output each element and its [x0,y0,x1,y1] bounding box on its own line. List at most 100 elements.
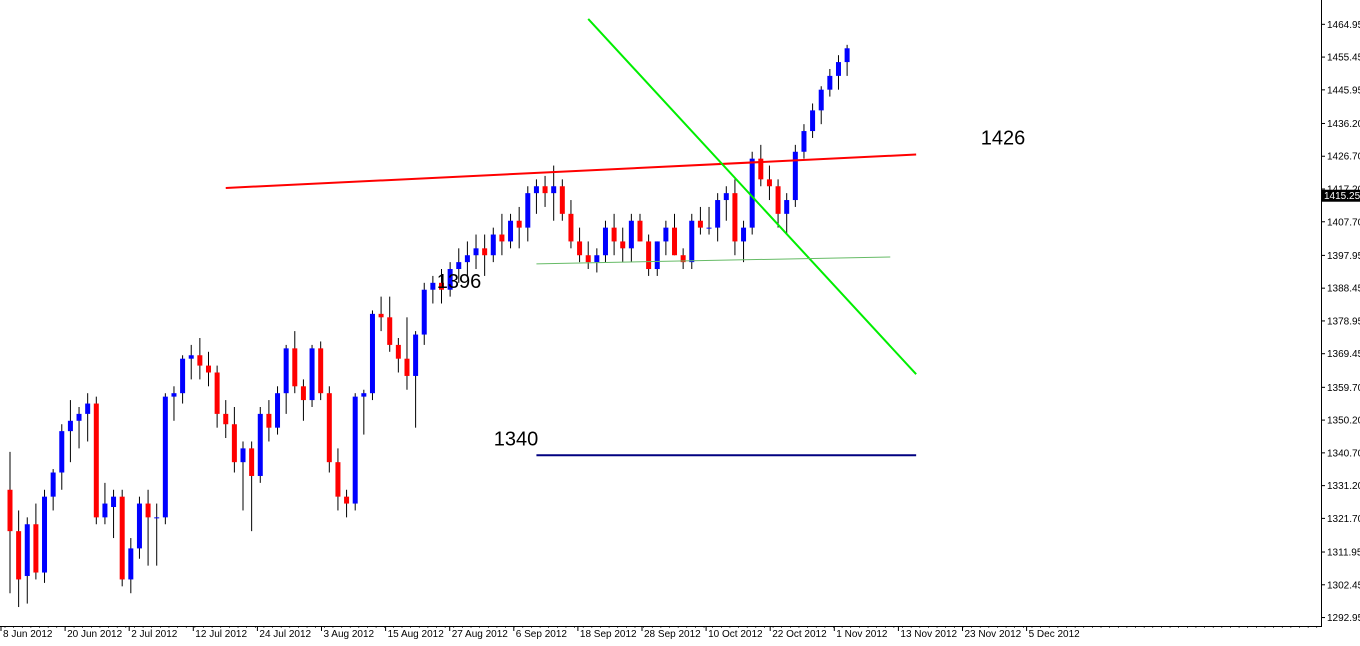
candle-bullish [749,151,755,235]
candle-bullish [171,386,177,421]
candle-bullish [689,213,695,270]
candle-bearish [145,489,151,566]
candle-bullish [706,206,712,235]
price-tick-label: 1388.45 [1327,284,1360,295]
candle-body [508,220,514,242]
candle-body [637,220,643,242]
candle-bullish [85,393,91,442]
candle-body [171,393,177,397]
candle-body [551,186,557,194]
mid-level-line [536,256,891,265]
annotation-1426: 1426 [981,128,1026,150]
candle-body [59,431,65,473]
annotation-1340: 1340 [494,428,539,450]
candle-bearish [568,200,574,249]
candle-bullish [654,241,660,276]
resistance-line [225,153,917,189]
candle-body [154,517,160,519]
date-tick-label: 22 Oct 2012 [772,629,827,640]
date-tick-label: 8 Jun 2012 [3,629,53,640]
candle-bullish [50,469,56,511]
candle-bearish [766,165,772,201]
candle-body [369,313,375,394]
candle-bullish [525,186,531,242]
candle-bearish [119,489,125,587]
candle-bearish [214,365,220,428]
candle-body [525,193,531,228]
candle-bullish [275,386,281,435]
candle-bearish [7,451,13,594]
candle-bullish [456,248,462,283]
candle-bullish [361,389,367,435]
candle-bullish [67,400,73,463]
candle-body [33,524,39,573]
candle-body [231,424,237,463]
date-axis: 8 Jun 2012 20 Jun 2012 2 Jul 2012 12 Jul 20… [0,626,1318,640]
candle-body [249,448,255,476]
candle-body [93,403,99,518]
candle-bearish [620,227,626,263]
candle-body [67,420,73,432]
candle-body [490,234,496,256]
candle-body [136,503,142,549]
candle-body [835,62,841,76]
candle-bearish [758,144,764,187]
candle-body [766,179,772,187]
candle-bullish [309,344,315,407]
candle-bullish [102,482,108,525]
candle-body [654,241,660,270]
candle-body [706,227,712,229]
candle-body [119,496,125,580]
candle-body [818,89,824,111]
candle-body [42,496,48,573]
candle-body [758,158,764,180]
date-tick-label: 18 Sep 2012 [580,629,637,640]
candle-body [689,220,695,263]
candle-bearish [637,213,643,242]
candle-body [482,248,488,256]
candle-bearish [439,269,444,304]
candle-bearish [482,234,488,276]
candle-bearish [542,175,548,207]
price-tick-label: 1331.20 [1327,481,1360,492]
date-tick-label: 24 Jul 2012 [259,629,311,640]
candle-bullish [818,86,824,125]
candle-bullish [663,220,669,256]
candle-body [102,503,108,518]
candle-body [76,413,82,421]
candle-body [300,386,306,401]
price-tick-label: 1321.70 [1327,514,1360,525]
candle-body [680,255,686,263]
candle-bullish [594,248,600,273]
candle-body [413,334,419,376]
candle-body [50,472,56,497]
candle-bullish [128,538,134,594]
candle-body [723,193,729,201]
candle-bearish [672,213,678,256]
date-tick-label: 15 Aug 2012 [388,629,445,640]
candle-body [447,269,453,290]
annotation-1396: 1396 [437,271,482,293]
candle-bullish [628,213,634,263]
candle-body [464,255,470,263]
candle-bullish [180,355,186,404]
candle-bearish [577,227,583,263]
candle-bearish [266,400,272,442]
candle-body [844,48,850,63]
candle-bullish [835,55,841,90]
candle-bearish [93,396,99,525]
candle-bearish [335,448,341,511]
candle-bearish [231,406,237,473]
candle-body [646,241,652,270]
date-tick-label: 6 Sep 2012 [516,629,568,640]
candle-bearish [585,241,591,270]
date-tick-label: 10 Oct 2012 [708,629,763,640]
date-tick-label: 27 Aug 2012 [452,629,509,640]
candle-body [542,186,548,194]
candle-body [266,413,272,428]
candle-body [775,186,781,214]
candle-bullish [447,262,453,297]
candle-bearish [33,503,39,580]
candle-bullish [741,220,747,263]
